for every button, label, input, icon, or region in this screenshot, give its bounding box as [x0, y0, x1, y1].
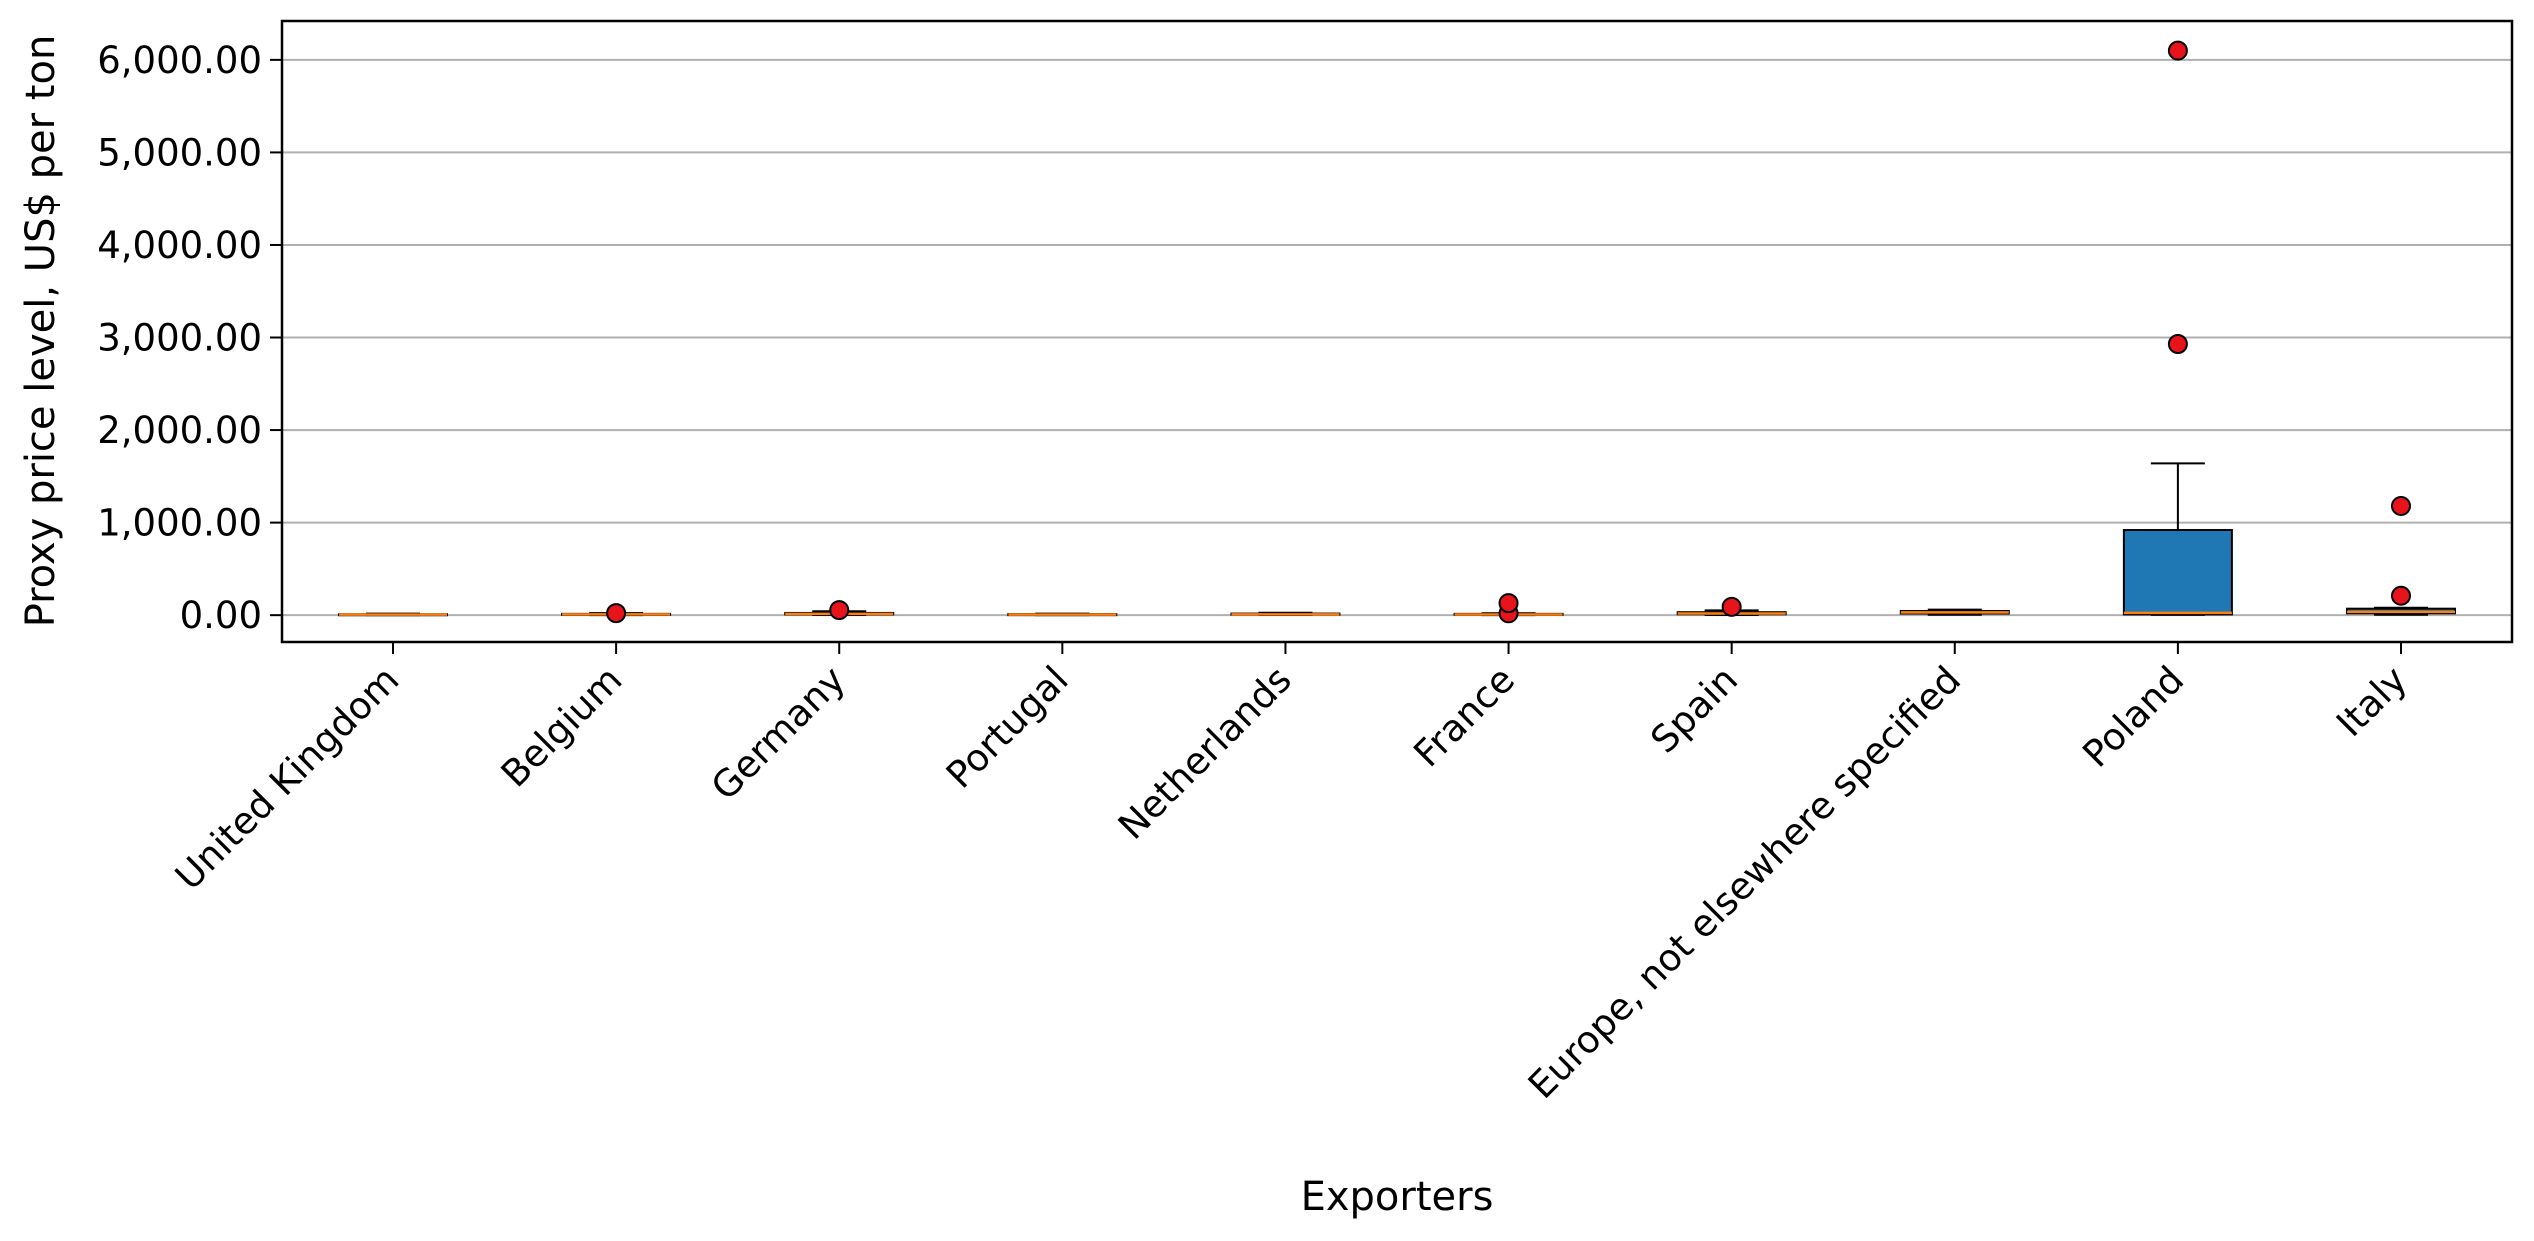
box-netherlands	[1230, 611, 1341, 616]
box-series	[338, 40, 2456, 624]
box-iqr	[2122, 529, 2233, 616]
grid-lines	[282, 58, 2512, 617]
outlier-point	[2167, 40, 2188, 61]
box-europe-not-elsewhere-specified	[1899, 608, 2010, 616]
x-tick-label: Italy	[2328, 658, 2415, 745]
outlier-point	[2391, 495, 2411, 516]
box-belgium	[561, 603, 672, 624]
outlier-point	[2391, 585, 2411, 606]
box-poland	[2122, 40, 2233, 616]
y-axis-label: Proxy price level, US$ per ton	[18, 35, 64, 628]
y-tick-label: 1,000.00	[97, 502, 262, 545]
outlier-point	[2167, 333, 2188, 354]
x-tick-label: Spain	[1643, 658, 1747, 762]
y-tick-label: 5,000.00	[97, 131, 262, 174]
box-italy	[2346, 495, 2456, 616]
x-tick-label: Poland	[2074, 658, 2192, 776]
x-tick-label: Germany	[703, 658, 854, 809]
box-france	[1453, 593, 1564, 624]
x-tick-label: Netherlands	[1110, 658, 1300, 848]
y-tick-label: 3,000.00	[97, 317, 262, 360]
box-portugal	[1007, 612, 1118, 617]
y-tick-label: 0.00	[180, 594, 262, 637]
outlier-point	[829, 600, 850, 621]
plot-frame	[280, 19, 2514, 644]
x-tick-label: France	[1406, 658, 1523, 775]
x-tick-label: Portugal	[938, 658, 1077, 797]
y-tick-label: 6,000.00	[97, 39, 262, 82]
x-tick-label: United Kingdom	[167, 658, 407, 898]
box-germany	[784, 600, 895, 621]
y-axis: 0.00 1,000.00 2,000.00 3,000.00 4,000.00 5,00…	[97, 39, 282, 637]
box-united-kingdom	[338, 612, 448, 617]
outlier-point	[606, 603, 627, 624]
x-tick-label: Belgium	[493, 658, 631, 796]
y-tick-label: 4,000.00	[97, 224, 262, 267]
box-spain	[1676, 596, 1787, 617]
x-axis: United Kingdom Belgium Germany Portugal Neth…	[167, 642, 2415, 1107]
y-tick-label: 2,000.00	[97, 409, 262, 452]
x-axis-label: Exporters	[1301, 1174, 1494, 1220]
outlier-point	[1498, 593, 1519, 614]
outlier-point	[1721, 596, 1742, 617]
x-tick-label: Europe, not elsewhere specified	[1520, 658, 1969, 1107]
